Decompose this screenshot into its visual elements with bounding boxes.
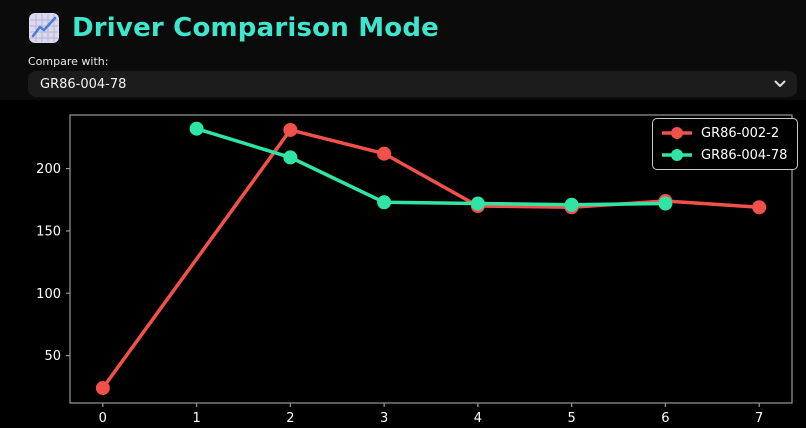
svg-text:0: 0 — [99, 411, 107, 426]
chart-legend: GR86-002-2 GR86-004-78 — [652, 118, 799, 170]
legend-item-green: GR86-004-78 — [661, 145, 787, 165]
svg-text:2: 2 — [286, 411, 294, 426]
legend-marker-red — [662, 127, 692, 139]
svg-text:3: 3 — [380, 411, 388, 426]
svg-text:6: 6 — [661, 411, 669, 426]
header: Driver Comparison Mode — [28, 12, 439, 44]
svg-text:5: 5 — [568, 411, 576, 426]
driver-select[interactable]: GR86-004-78 — [28, 71, 797, 97]
page-title: Driver Comparison Mode — [72, 13, 439, 43]
driver-select-wrap: GR86-004-78 — [28, 71, 797, 97]
svg-text:50: 50 — [44, 349, 61, 364]
compare-with-label: Compare with: — [28, 55, 109, 68]
svg-text:7: 7 — [755, 411, 763, 426]
legend-label-green: GR86-004-78 — [701, 147, 788, 163]
chart-increasing-icon — [29, 13, 59, 43]
legend-marker-green — [662, 149, 692, 161]
svg-text:200: 200 — [36, 162, 61, 177]
svg-text:100: 100 — [36, 287, 61, 302]
svg-text:150: 150 — [36, 224, 61, 239]
legend-item-red: GR86-002-2 — [661, 123, 787, 143]
svg-text:1: 1 — [192, 411, 200, 426]
svg-text:4: 4 — [474, 411, 482, 426]
legend-label-red: GR86-002-2 — [701, 125, 780, 141]
